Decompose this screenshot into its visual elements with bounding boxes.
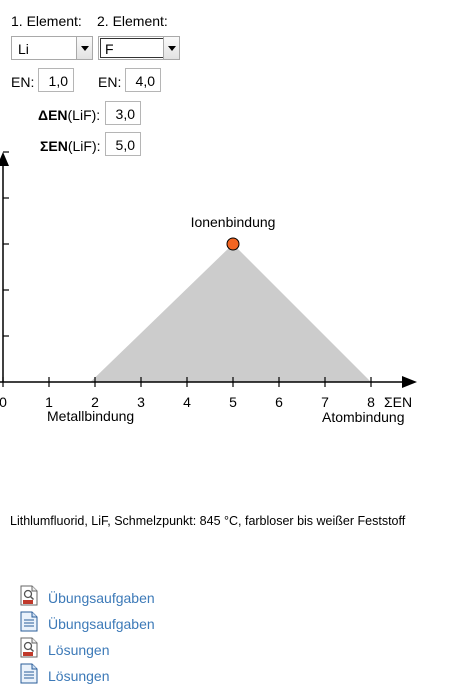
compound-info: Lithlumfluorid, LiF, Schmelzpunkt: 845 °…	[10, 514, 406, 528]
x-tick-label: 8	[367, 394, 375, 410]
chevron-down-icon[interactable]	[163, 37, 179, 59]
link-label[interactable]: Lösungen	[48, 668, 110, 684]
x-axis-arrow	[402, 376, 417, 388]
bond-region	[90, 244, 372, 382]
link-label[interactable]: Übungsaufgaben	[48, 590, 155, 606]
point-label: Ionenbindung	[191, 214, 276, 230]
pdf-icon	[20, 637, 38, 658]
metallbindung-label: Metallbindung	[47, 408, 134, 424]
element2-label: 2. Element:	[97, 13, 168, 29]
bond-triangle-chart: 0 1 2 3 4 5 6 7 8 ΣEN Ionenbindung Metallbindung…	[0, 151, 417, 425]
pdf-icon	[20, 585, 38, 606]
delta-en-field[interactable]: 3,0	[105, 101, 141, 125]
element1-label: 1. Element:	[11, 13, 82, 29]
document-icon	[20, 663, 38, 684]
sum-en-label: ΣEN(LiF):	[40, 138, 101, 154]
element2-select-value: F	[105, 41, 114, 57]
delta-en-label: ΔEN(LiF):	[38, 107, 100, 123]
element1-select-value: Li	[18, 41, 29, 57]
sum-en-suffix: (LiF):	[67, 138, 101, 154]
x-tick-label: 5	[229, 394, 237, 410]
element2-select[interactable]: F	[98, 36, 180, 60]
en1-label: EN:	[11, 74, 35, 90]
element1-select[interactable]: Li	[11, 36, 93, 60]
en2-field[interactable]: 4,0	[125, 68, 161, 92]
en1-field[interactable]: 1,0	[38, 68, 74, 92]
x-axis-label: ΣEN	[384, 394, 412, 410]
x-tick-label: 2	[91, 394, 99, 410]
x-tick-label: 4	[183, 394, 191, 410]
x-tick-label: 0	[0, 394, 7, 410]
x-tick-label: 1	[45, 394, 53, 410]
sum-en-field[interactable]: 5,0	[105, 132, 141, 156]
sum-en-symbol: ΣEN	[40, 138, 68, 154]
en2-label: EN:	[98, 74, 122, 90]
link-label[interactable]: Lösungen	[48, 642, 110, 658]
delta-en-symbol: ΔEN	[38, 107, 68, 123]
delta-en-suffix: (LiF):	[67, 107, 101, 123]
x-tick-label: 3	[137, 394, 145, 410]
chevron-down-icon[interactable]	[76, 37, 92, 59]
document-icon	[20, 611, 38, 632]
x-tick-label: 7	[321, 394, 329, 410]
compound-point[interactable]	[226, 237, 240, 251]
x-tick-label: 6	[275, 394, 283, 410]
y-axis-arrow	[0, 152, 9, 166]
link-label[interactable]: Übungsaufgaben	[48, 616, 155, 632]
atombindung-label: Atombindung	[322, 409, 405, 425]
